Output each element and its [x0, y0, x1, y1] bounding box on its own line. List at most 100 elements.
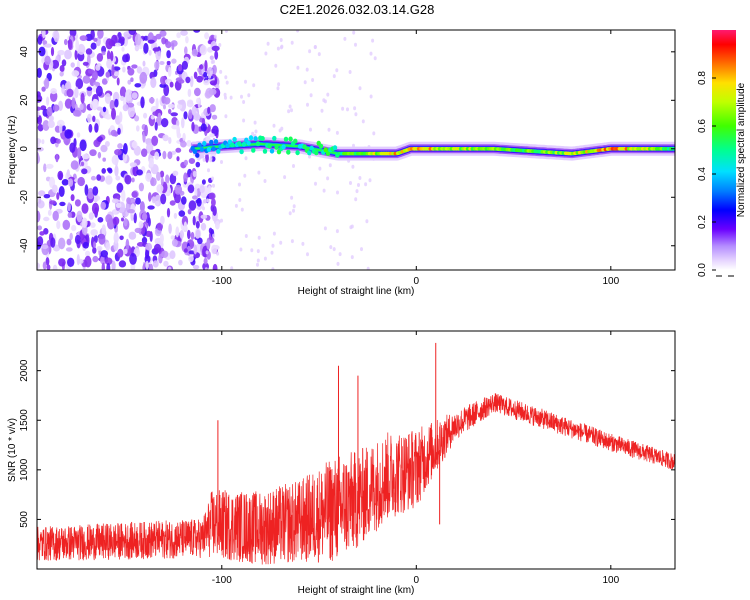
noise-blob — [160, 177, 164, 186]
noise-speck — [256, 262, 259, 267]
noise-blob — [181, 196, 187, 205]
noise-blob — [208, 88, 217, 96]
ridge-point — [262, 148, 268, 154]
noise-blob — [134, 33, 142, 46]
noise-blob — [93, 99, 99, 109]
noise-blob — [37, 210, 41, 223]
noise-blob — [113, 232, 119, 244]
ridge-point — [295, 150, 300, 156]
noise-blob — [175, 226, 180, 238]
noise-speck — [239, 247, 243, 252]
noise-blob — [145, 172, 153, 182]
ridge-point — [293, 138, 298, 144]
ridge-point — [246, 140, 251, 146]
noise-blob — [89, 149, 97, 157]
noise-speck — [336, 190, 339, 195]
noise-blob — [161, 118, 169, 128]
noise-blob — [58, 186, 65, 197]
noise-blob — [85, 250, 91, 257]
noise-blob — [97, 136, 103, 143]
noise-blob — [41, 139, 45, 145]
noise-blob — [138, 221, 144, 229]
noise-blob — [37, 262, 40, 269]
noise-blob — [49, 200, 57, 205]
snr-x-label: Height of straight line (km) — [298, 585, 415, 596]
noise-blob — [196, 75, 203, 83]
noise-blob — [191, 105, 197, 116]
noise-blob — [181, 60, 188, 70]
noise-speck — [373, 56, 377, 61]
noise-blob — [129, 162, 137, 168]
noise-speck — [257, 235, 261, 240]
noise-speck — [369, 51, 373, 56]
noise-speck — [296, 30, 300, 33]
noise-blob — [140, 96, 145, 109]
noise-blob — [93, 37, 98, 42]
x-tick-label: 100 — [602, 276, 619, 287]
ridge-point — [325, 151, 331, 156]
noise-blob — [170, 112, 178, 117]
noise-speck — [322, 98, 326, 103]
noise-speck — [348, 70, 352, 74]
noise-speck — [306, 252, 309, 257]
noise-blob — [182, 132, 186, 142]
noise-blob — [114, 98, 119, 108]
noise-blob — [64, 82, 70, 91]
noise-blob — [121, 189, 126, 202]
noise-blob — [171, 42, 175, 51]
noise-blob — [120, 95, 125, 102]
noise-speck — [350, 255, 354, 260]
noise-blob — [105, 214, 113, 224]
noise-speck — [292, 164, 295, 168]
noise-blob — [37, 124, 44, 132]
noise-blob — [178, 79, 185, 84]
noise-speck — [326, 176, 330, 181]
noise-blob — [195, 229, 201, 239]
noise-speck — [371, 38, 375, 43]
ridge-point — [255, 141, 261, 147]
ridge-point — [286, 149, 291, 155]
noise-blob — [143, 112, 148, 119]
noise-blob — [178, 259, 183, 266]
noise-blob — [104, 257, 113, 265]
y-tick-label: -20 — [19, 190, 30, 205]
noise-blob — [50, 237, 56, 248]
noise-blob — [90, 30, 95, 40]
noise-blob — [86, 220, 91, 227]
ridge-point — [225, 143, 230, 149]
noise-speck — [251, 131, 255, 136]
noise-speck — [208, 74, 211, 79]
noise-blob — [142, 60, 146, 67]
noise-blob — [194, 87, 201, 97]
noise-blob — [47, 120, 55, 128]
noise-blob — [43, 216, 50, 222]
y-tick-label: 20 — [19, 94, 30, 106]
noise-speck — [276, 46, 280, 51]
x-tick-label: -100 — [212, 575, 232, 586]
noise-blob — [200, 222, 207, 231]
noise-blob — [141, 212, 148, 221]
ridge-point — [274, 144, 279, 150]
noise-blob — [51, 59, 60, 69]
noise-blob — [68, 178, 74, 187]
noise-blob — [65, 247, 73, 252]
noise-blob — [50, 88, 57, 95]
noise-blob — [136, 66, 143, 74]
noise-speck — [323, 226, 327, 231]
noise-blob — [134, 83, 142, 88]
noise-speck — [305, 67, 309, 72]
noise-blob — [71, 70, 80, 77]
noise-blob — [112, 209, 118, 215]
noise-speck — [311, 78, 315, 82]
noise-blob — [159, 61, 165, 65]
noise-blob — [77, 176, 85, 187]
noise-blob — [61, 179, 69, 186]
spectrogram-y-label: Frequency (Hz) — [7, 116, 18, 185]
noise-speck — [219, 69, 223, 74]
noise-blob — [112, 216, 120, 226]
ridge-point — [281, 144, 286, 150]
noise-blob — [144, 124, 149, 137]
noise-blob — [178, 210, 186, 217]
snr-y-label: SNR (10 * v/v) — [7, 418, 18, 482]
noise-blob — [168, 108, 172, 115]
